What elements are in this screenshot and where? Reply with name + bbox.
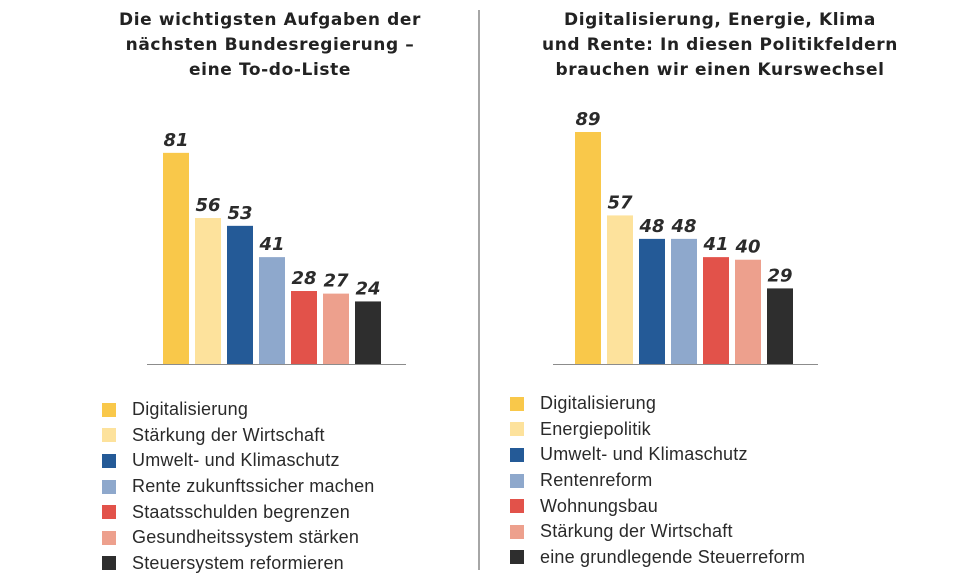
legend-label: Umwelt- und Klimaschutz [540, 444, 748, 465]
bar-value-label: 89 [575, 109, 600, 130]
legend-label: Rente zukunftssicher machen [132, 476, 375, 497]
bar-value-label: 28 [291, 268, 316, 289]
bar [227, 225, 253, 364]
legend-label: Gesundheitssystem stärken [132, 527, 360, 548]
legend-swatch [102, 453, 116, 468]
bar-value-label: 27 [323, 271, 349, 292]
legend-item: Gesundheitssystem stärken [102, 525, 375, 551]
legend-swatch [510, 396, 524, 411]
chart-title-line: Digitalisierung, Energie, Klima [564, 10, 876, 30]
bar-value-label: 48 [670, 216, 696, 237]
legend-item: Rente zukunftssicher machen [102, 474, 375, 500]
legend-swatch [102, 402, 116, 417]
chart-title-line: nächsten Bundesregierung – [125, 35, 415, 55]
legend-item: Digitalisierung [102, 397, 375, 423]
legend-label: Stärkung der Wirtschaft [132, 424, 325, 445]
chart-title-line: eine To-do-Liste [189, 60, 351, 80]
bar [575, 132, 601, 364]
bar [163, 152, 189, 364]
chart-title-line: Die wichtigsten Aufgaben der [119, 10, 421, 30]
legend-swatch [102, 479, 116, 494]
bar-value-label: 41 [702, 234, 728, 255]
bar [767, 288, 793, 364]
chart-title-line: und Rente: In diesen Politikfeldern [542, 35, 898, 55]
legend-label: Digitalisierung [132, 399, 249, 420]
chart-legend: Digitalisierung Energiepolitik Umwelt- u… [510, 391, 805, 570]
legend-swatch [102, 556, 116, 571]
bar-value-label: 24 [355, 278, 380, 299]
legend-item: Wohnungsbau [510, 493, 805, 519]
legend-item: Rentenreform [510, 468, 805, 494]
bar [355, 301, 381, 364]
legend-label: Stärkung der Wirtschaft [540, 521, 733, 542]
legend-label: Steuersystem reformieren [132, 552, 344, 573]
bar-value-label: 57 [607, 192, 633, 213]
bar-value-label: 40 [734, 237, 760, 258]
bar [323, 293, 349, 364]
legend-swatch [510, 550, 524, 565]
bar-value-label: 53 [227, 203, 252, 224]
legend-item: eine grundlegende Steuerreform [510, 545, 805, 571]
chart-legend: Digitalisierung Stärkung der Wirtschaft … [102, 397, 375, 576]
legend-label: Umwelt- und Klimaschutz [132, 450, 340, 471]
legend-label: eine grundlegende Steuerreform [540, 546, 806, 567]
legend-swatch [510, 499, 524, 514]
legend-item: Staatsschulden begrenzen [102, 499, 375, 525]
bar-value-label: 41 [258, 234, 284, 255]
legend-label: Rentenreform [540, 470, 653, 491]
legend-swatch [102, 530, 116, 545]
chart-title-line: brauchen wir einen Kurswechsel [555, 60, 885, 80]
legend-item: Umwelt- und Klimaschutz [102, 448, 375, 474]
legend-label: Digitalisierung [540, 393, 657, 414]
chart-title: Die wichtigsten Aufgaben der nächsten Bu… [60, 8, 480, 83]
legend-swatch [510, 447, 524, 462]
legend-label: Staatsschulden begrenzen [132, 501, 350, 522]
bar-value-label: 56 [195, 195, 220, 216]
legend-swatch [510, 524, 524, 539]
chart-panel-kurswechsel: Digitalisierung, Energie, Klima und Rent… [480, 0, 960, 588]
bar [195, 218, 221, 364]
legend-swatch [510, 422, 524, 437]
legend-item: Digitalisierung [510, 391, 805, 417]
chart-title: Digitalisierung, Energie, Klima und Rent… [480, 8, 960, 83]
bar [639, 238, 665, 364]
legend-item: Stärkung der Wirtschaft [510, 519, 805, 545]
bar-value-label: 29 [767, 265, 792, 286]
legend-item: Stärkung der Wirtschaft [102, 423, 375, 449]
bar-chart-aufgaben: 81 56 53 41 28 27 24 [147, 130, 406, 365]
bar-value-label: 81 [163, 130, 188, 151]
legend-swatch [102, 428, 116, 443]
legend-item: Steuersystem reformieren [102, 551, 375, 577]
bar [735, 259, 761, 364]
bar [259, 257, 285, 364]
legend-label: Wohnungsbau [540, 495, 658, 516]
bar [671, 238, 697, 364]
bar [703, 257, 729, 364]
panel-divider [478, 10, 480, 570]
bar [607, 215, 633, 364]
legend-item: Energiepolitik [510, 417, 805, 443]
legend-item: Umwelt- und Klimaschutz [510, 442, 805, 468]
legend-label: Energiepolitik [540, 418, 651, 439]
chart-panel-aufgaben: Die wichtigsten Aufgaben der nächsten Bu… [60, 8, 480, 576]
legend-swatch [510, 473, 524, 488]
legend-swatch [102, 505, 116, 520]
bar-value-label: 48 [638, 216, 664, 237]
bar [291, 291, 317, 364]
